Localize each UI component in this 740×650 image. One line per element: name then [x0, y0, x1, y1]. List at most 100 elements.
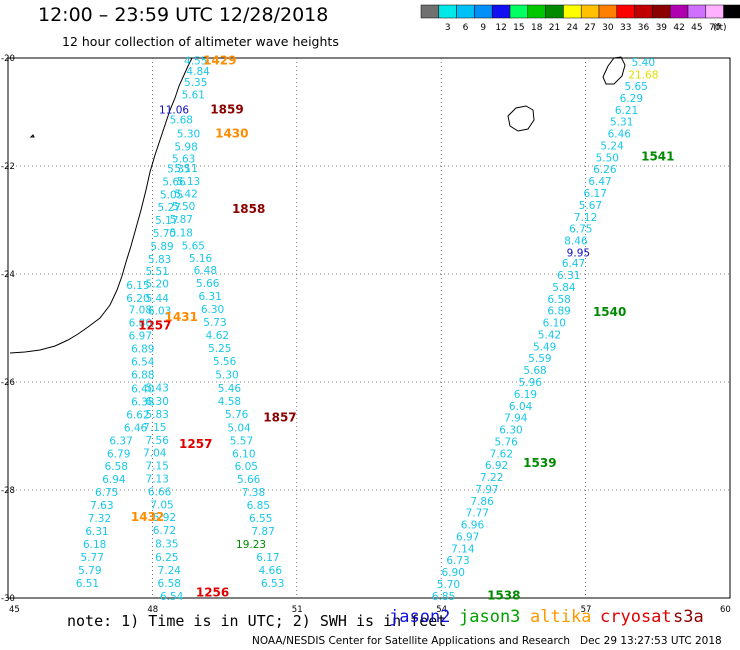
wave-height-value: 5.18: [170, 227, 193, 239]
wave-height-value: 6.48: [194, 265, 217, 277]
satellite-jason2: jason2: [389, 607, 451, 627]
map-frame: 45 48 51 54 57 60 -20 -22 -24 -26 -28 -30: [1, 54, 731, 615]
wave-height-value: 7.56: [146, 435, 170, 447]
legend-tick-label: 30: [602, 23, 614, 33]
legend-tick-label: 24: [567, 23, 579, 33]
wave-height-value: 5.42: [538, 329, 561, 341]
wave-height-value: 5.04: [227, 422, 251, 434]
wave-height-value: 5.68: [523, 365, 546, 377]
wave-height-value: 5.11: [174, 163, 197, 175]
pass-time-label: 1859: [210, 102, 243, 116]
wave-height-value: 7.04: [143, 448, 167, 460]
wave-height-value: 5.57: [230, 435, 253, 447]
wave-height-value: 5.16: [189, 253, 213, 265]
y-tick-label: -24: [1, 270, 15, 280]
legend-swatch: [545, 4, 564, 19]
legend-swatch: [705, 4, 724, 19]
wave-height-value: 4.66: [259, 565, 283, 577]
wave-height-value: 5.40: [632, 57, 655, 69]
wave-height-value: 5.66: [196, 278, 220, 290]
wave-height-value: 6.30: [499, 425, 522, 437]
wave-height-value: 6.21: [615, 105, 638, 117]
wave-height-value: 5.65: [624, 81, 647, 93]
wave-height-value: 21.68: [628, 70, 658, 82]
wave-height-value: 6.90: [442, 567, 465, 579]
wave-height-value: 6.80: [129, 318, 152, 330]
legend-swatch: [669, 4, 689, 19]
wave-height-value: 11.06: [159, 104, 189, 116]
wave-height-value: 6.85: [432, 591, 455, 603]
legend-swatch: [509, 4, 529, 19]
wave-height-value: 6.73: [446, 555, 469, 567]
wave-height-value: 6.97: [456, 531, 479, 543]
wave-height-value: 5.35: [184, 77, 207, 89]
wave-height-value: 5.43: [146, 382, 169, 394]
chart-subtitle: 12 hour collection of altimeter wave hei…: [62, 34, 339, 49]
pass-time-label: 1540: [593, 305, 626, 319]
legend-swatch: [580, 4, 600, 19]
wave-height-value: 19.23: [236, 539, 266, 551]
wave-height-value: 7.15: [143, 422, 166, 434]
wave-height-value: 5.66: [237, 474, 261, 486]
madagascar-coastline: [9, 57, 193, 354]
wave-height-value: 5.77: [81, 552, 104, 564]
wave-height-value: 5.66: [162, 177, 186, 189]
legend-swatch: [723, 4, 740, 19]
wave-height-value: 6.54: [160, 591, 184, 603]
wave-height-value: 6.55: [249, 513, 272, 525]
legend-swatch: [616, 4, 635, 19]
pass-time-label: 1431: [165, 310, 198, 324]
legend-swatch: [563, 4, 582, 19]
wave-height-value: 6.05: [235, 461, 258, 473]
wave-height-value: 6.72: [153, 525, 176, 537]
wave-height-value: 6.31: [557, 270, 580, 282]
coastline: [9, 56, 626, 354]
wave-height-value: 6.94: [102, 474, 126, 486]
wave-height-value: 5.42: [174, 189, 197, 201]
wave-height-value: 7.14: [451, 543, 475, 555]
pass-time-label: 1430: [215, 127, 248, 141]
legend-tick-label: 70: [709, 23, 721, 33]
pass-time-label: 1538: [487, 588, 520, 602]
x-tick-label: 51: [292, 605, 303, 615]
wave-height-value: 5.44: [146, 293, 170, 305]
legend-unit: (ft): [713, 23, 727, 33]
wave-height-value: 8.35: [155, 538, 178, 550]
wave-height-value: 7.15: [146, 461, 169, 473]
wave-height-value: 7.05: [150, 500, 173, 512]
legend-swatch: [634, 4, 653, 19]
mauritius-island: [602, 56, 626, 85]
wave-height-value: 5.59: [528, 353, 551, 365]
wave-height-value: 5.51: [146, 266, 169, 278]
wave-height-value: 5.31: [610, 117, 633, 129]
generated-timestamp: Dec 29 13:27:53 UTC 2018: [580, 635, 722, 647]
wave-height-value: 5.46: [218, 383, 242, 395]
wave-height-value: 6.88: [131, 369, 154, 381]
wave-height-value: 7.62: [490, 448, 513, 460]
legend-swatch: [438, 4, 457, 19]
y-tick-label: -30: [1, 594, 15, 604]
wave-height-value: 5.50: [596, 152, 619, 164]
wave-height-value: 5.76: [225, 409, 249, 421]
wave-height-value: 7.12: [574, 212, 597, 224]
wave-height-value: 6.30: [201, 304, 224, 316]
wave-height-value: 6.53: [261, 578, 284, 590]
wave-height-value: 6.89: [547, 306, 570, 318]
legend-tick-label: 15: [513, 23, 524, 33]
legend-tick-label: 39: [656, 23, 668, 33]
wave-height-value: 5.67: [579, 200, 602, 212]
wave-height-value: 5.79: [78, 565, 101, 577]
wave-height-value: 6.19: [514, 389, 537, 401]
wave-height-value: 5.89: [150, 241, 173, 253]
wave-height-value: 6.04: [509, 401, 533, 413]
wave-height-value: 5.56: [213, 356, 237, 368]
pass-time-label: 1429: [203, 54, 236, 68]
wave-height-value: 5.70: [153, 228, 176, 240]
wave-height-value: 7.97: [475, 484, 498, 496]
wave-height-value: 6.46: [124, 422, 148, 434]
legend-swatch: [687, 4, 707, 19]
wave-height-value: 5.98: [174, 142, 197, 154]
wave-height-value: 6.31: [198, 291, 221, 303]
legend-swatch: [456, 4, 475, 19]
